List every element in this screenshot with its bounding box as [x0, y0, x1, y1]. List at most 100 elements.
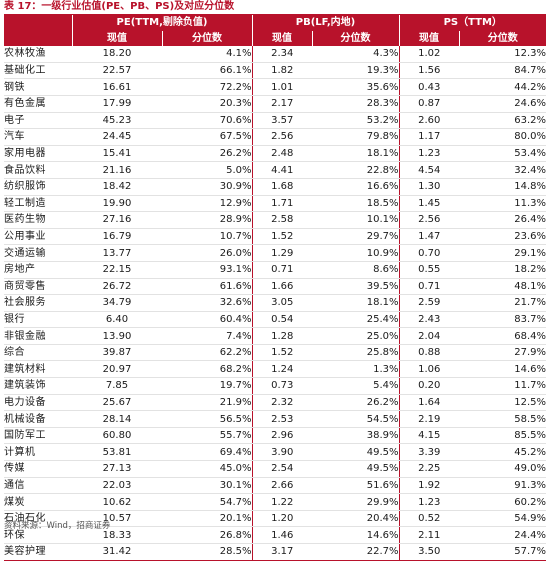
industry-name: 公用事业: [4, 228, 72, 246]
ps-percentile: 23.6%: [459, 228, 547, 246]
pb-percentile: 39.5%: [312, 278, 400, 296]
ps-current: 3.50: [399, 543, 459, 561]
header-industry-blank-2: [4, 30, 73, 47]
pe-current: 21.16: [72, 161, 162, 179]
pe-current: 60.80: [72, 427, 162, 445]
pe-current: 13.90: [72, 327, 162, 345]
ps-current: 3.39: [399, 443, 459, 462]
pb-percentile: 18.1%: [312, 145, 400, 163]
pb-percentile: 14.6%: [312, 526, 400, 544]
ps-percentile: 48.1%: [459, 278, 547, 296]
industry-name: 基础化工: [4, 62, 72, 80]
pe-current: 22.15: [72, 261, 162, 279]
table-row: 传媒 27.13 45.0% 2.54 49.5% 2.25 49.0%: [4, 460, 547, 478]
industry-name: 电力设备: [4, 394, 72, 412]
pb-current: 2.34: [252, 46, 312, 63]
industry-name: 石油石化: [4, 510, 72, 528]
pb-percentile: 54.5%: [312, 410, 400, 428]
ps-percentile: 21.7%: [459, 294, 547, 312]
ps-percentile: 80.0%: [459, 128, 547, 146]
header-industry-blank: [4, 15, 73, 31]
pe-percentile: 12.9%: [162, 195, 253, 213]
pb-percentile: 29.9%: [312, 493, 400, 511]
ps-current: 1.17: [399, 128, 459, 146]
pb-percentile: 49.5%: [312, 460, 400, 478]
ps-current: 1.64: [399, 394, 459, 412]
ps-percentile: 18.2%: [459, 261, 547, 279]
header-pb-percentile: 分位数: [312, 30, 400, 47]
ps-current: 2.60: [399, 112, 459, 130]
table-row: 建筑装饰 7.85 19.7% 0.73 5.4% 0.20 11.7%: [4, 377, 547, 395]
industry-name: 房地产: [4, 261, 72, 279]
ps-percentile: 24.4%: [459, 526, 547, 544]
industry-name: 医药生物: [4, 211, 72, 229]
ps-current: 2.25: [399, 460, 459, 478]
industry-name: 煤炭: [4, 493, 72, 511]
pb-current: 4.41: [252, 161, 312, 179]
ps-percentile: 58.5%: [459, 410, 547, 428]
ps-current: 1.47: [399, 228, 459, 246]
table-row: 电子 45.23 70.6% 3.57 53.2% 2.60 63.2%: [4, 112, 547, 130]
header-pb-group: PB(LF,内地): [252, 15, 400, 31]
pe-current: 15.41: [72, 145, 162, 163]
table-row: 钢铁 16.61 72.2% 1.01 35.6% 0.43 44.2%: [4, 78, 547, 96]
pe-current: 25.67: [72, 394, 162, 412]
pb-current: 3.05: [252, 294, 312, 312]
pe-current: 6.40: [72, 311, 162, 329]
pb-current: 1.52: [252, 344, 312, 362]
ps-current: 1.02: [399, 46, 459, 63]
pb-percentile: 35.6%: [312, 78, 400, 96]
pb-percentile: 16.6%: [312, 178, 400, 196]
pb-percentile: 18.5%: [312, 195, 400, 213]
table-row: 通信 22.03 30.1% 2.66 51.6% 1.92 91.3%: [4, 477, 547, 495]
pe-current: 31.42: [72, 543, 162, 561]
industry-name: 纺织服饰: [4, 178, 72, 196]
pe-current: 18.42: [72, 178, 162, 196]
pb-current: 1.01: [252, 78, 312, 96]
pe-percentile: 56.5%: [162, 410, 253, 428]
header-pb-current: 现值: [252, 30, 313, 47]
ps-current: 1.92: [399, 477, 459, 495]
ps-current: 2.43: [399, 311, 459, 329]
pb-current: 1.24: [252, 360, 312, 379]
industry-name: 食品饮料: [4, 161, 72, 179]
pe-percentile: 26.2%: [162, 145, 253, 163]
pb-percentile: 8.6%: [312, 261, 400, 279]
pb-percentile: 22.8%: [312, 161, 400, 179]
industry-name: 传媒: [4, 460, 72, 478]
pe-current: 19.90: [72, 195, 162, 213]
pb-percentile: 19.3%: [312, 62, 400, 80]
pe-percentile: 21.9%: [162, 394, 253, 412]
industry-name: 综合: [4, 344, 72, 362]
pe-percentile: 28.5%: [162, 543, 253, 561]
pb-current: 3.57: [252, 112, 312, 130]
table-row: 煤炭 10.62 54.7% 1.22 29.9% 1.23 60.2%: [4, 493, 547, 511]
pe-percentile: 62.2%: [162, 344, 253, 362]
ps-current: 2.19: [399, 410, 459, 428]
ps-percentile: 68.4%: [459, 327, 547, 345]
table-row: 石油石化 10.57 20.1% 1.20 20.4% 0.52 54.9%: [4, 510, 547, 528]
table-row: 银行 6.40 60.4% 0.54 25.4% 2.43 83.7%: [4, 311, 547, 329]
ps-percentile: 24.6%: [459, 95, 547, 113]
pb-current: 2.32: [252, 394, 312, 412]
pe-current: 39.87: [72, 344, 162, 362]
ps-current: 0.88: [399, 344, 459, 362]
pe-current: 16.79: [72, 228, 162, 246]
ps-percentile: 14.6%: [459, 360, 547, 379]
pe-current: 27.13: [72, 460, 162, 478]
table-row: 食品饮料 21.16 5.0% 4.41 22.8% 4.54 32.4%: [4, 161, 547, 179]
pb-percentile: 18.1%: [312, 294, 400, 312]
industry-name: 家用电器: [4, 145, 72, 163]
table-title: 表 17：一级行业估值(PE、PB、PS)及对应分位数: [4, 1, 235, 12]
table-row: 交通运输 13.77 26.0% 1.29 10.9% 0.70 29.1%: [4, 244, 547, 262]
industry-name: 计算机: [4, 443, 72, 462]
pe-percentile: 45.0%: [162, 460, 253, 478]
pb-current: 0.73: [252, 377, 312, 395]
table-row: 电力设备 25.67 21.9% 2.32 26.2% 1.64 12.5%: [4, 394, 547, 412]
pe-percentile: 10.7%: [162, 228, 253, 246]
pb-current: 2.53: [252, 410, 312, 428]
pe-percentile: 20.1%: [162, 510, 253, 528]
pb-percentile: 10.9%: [312, 244, 400, 262]
pe-percentile: 30.1%: [162, 477, 253, 495]
ps-percentile: 11.3%: [459, 195, 547, 213]
